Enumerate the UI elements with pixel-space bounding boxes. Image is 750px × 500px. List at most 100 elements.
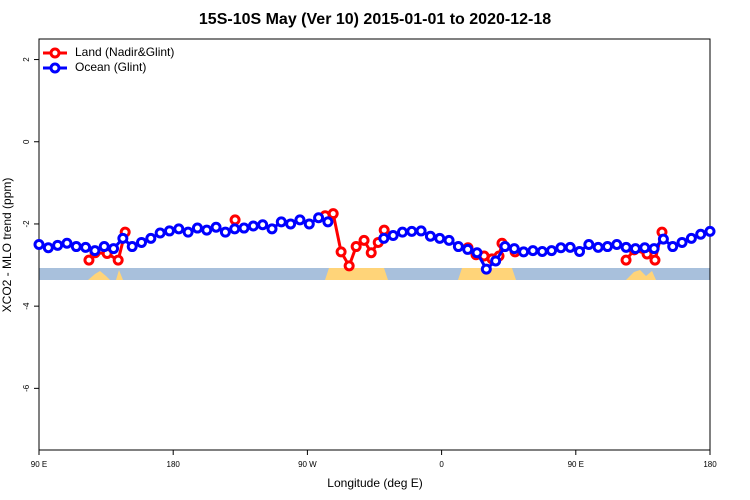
data-point (685, 232, 697, 244)
data-point (98, 241, 110, 253)
y-tick-label: -6 (22, 384, 31, 392)
data-point (424, 230, 436, 242)
data-point (480, 263, 492, 275)
data-point (620, 241, 632, 253)
data-point (657, 233, 669, 245)
data-point (350, 241, 362, 253)
data-point (229, 223, 241, 235)
data-point (574, 245, 586, 257)
legend-label: Ocean (Glint) (75, 60, 146, 74)
legend-label: Land (Nadir&Glint) (75, 45, 174, 59)
chart-title: 15S-10S May (Ver 10) 2015-01-01 to 2020-… (199, 11, 551, 28)
land-area (325, 268, 388, 280)
data-point (676, 236, 688, 248)
data-point (89, 245, 101, 257)
data-point (343, 260, 355, 272)
data-point (313, 212, 325, 224)
y-tick-label: 0 (22, 139, 31, 144)
data-point (210, 221, 222, 233)
y-axis-label: XCO2 - MLO trend (ppm) (0, 178, 14, 313)
data-point (365, 247, 377, 259)
data-point (564, 241, 576, 253)
data-point (611, 239, 623, 250)
data-point (695, 228, 707, 240)
data-point (406, 225, 418, 237)
data-point (443, 234, 455, 246)
data-point (471, 247, 483, 259)
data-point (182, 226, 194, 238)
land-area (626, 270, 656, 280)
legend-marker (49, 62, 61, 74)
data-point (238, 222, 250, 234)
data-point (536, 245, 548, 257)
data-point (33, 239, 45, 250)
data-point (601, 241, 613, 253)
data-point (335, 246, 347, 258)
data-point (629, 243, 641, 255)
data-point (303, 218, 315, 230)
data-point (546, 245, 558, 257)
data-point (61, 237, 73, 249)
data-point (508, 243, 520, 255)
data-point (648, 243, 660, 255)
x-tick-label: 180 (703, 460, 717, 469)
data-point (201, 224, 213, 236)
data-point (52, 239, 64, 251)
data-point (592, 241, 604, 253)
data-point (80, 241, 92, 253)
y-tick-label: 2 (22, 57, 31, 62)
land-area (88, 271, 110, 280)
y-tick-label: -2 (22, 220, 31, 228)
data-point (294, 214, 306, 226)
land-area (116, 270, 123, 280)
data-point (396, 226, 408, 238)
x-tick-label: 90 E (31, 460, 47, 469)
data-point (639, 242, 651, 254)
data-point (620, 254, 632, 266)
data-point (126, 241, 138, 253)
data-point (704, 225, 716, 237)
land-fraction-band (39, 268, 710, 280)
data-point (117, 232, 129, 244)
data-point (518, 246, 530, 258)
data-point (434, 232, 446, 244)
y-tick-label: -4 (22, 302, 31, 310)
data-point (42, 242, 54, 254)
x-tick-label: 0 (439, 460, 444, 469)
data-point (387, 229, 399, 241)
data-point (136, 236, 148, 248)
data-point (145, 232, 157, 244)
data-point (154, 227, 166, 239)
data-point (462, 243, 474, 255)
data-point (83, 254, 95, 266)
data-point (378, 232, 390, 244)
data-point (191, 222, 203, 234)
legend-marker (49, 47, 61, 59)
data-point (219, 226, 231, 238)
data-point (490, 255, 502, 267)
x-tick-label: 180 (167, 460, 181, 469)
data-point (322, 216, 334, 228)
data-point (667, 241, 679, 253)
data-point (275, 216, 287, 228)
data-point (327, 208, 339, 220)
data-point (173, 223, 185, 235)
data-point (247, 220, 259, 232)
data-point (649, 254, 661, 266)
data-point (358, 234, 370, 246)
x-tick-label: 90 W (298, 460, 317, 469)
x-axis-label: Longitude (deg E) (327, 476, 422, 490)
data-point (285, 218, 297, 230)
data-point (229, 214, 241, 226)
data-point (415, 225, 427, 237)
data-point (555, 242, 567, 254)
data-point (499, 241, 511, 253)
data-point (163, 225, 175, 237)
data-point (452, 241, 464, 253)
data-point (112, 254, 124, 266)
data-point (70, 241, 82, 253)
data-point (257, 219, 269, 231)
data-point (266, 223, 278, 235)
data-point (527, 245, 539, 257)
